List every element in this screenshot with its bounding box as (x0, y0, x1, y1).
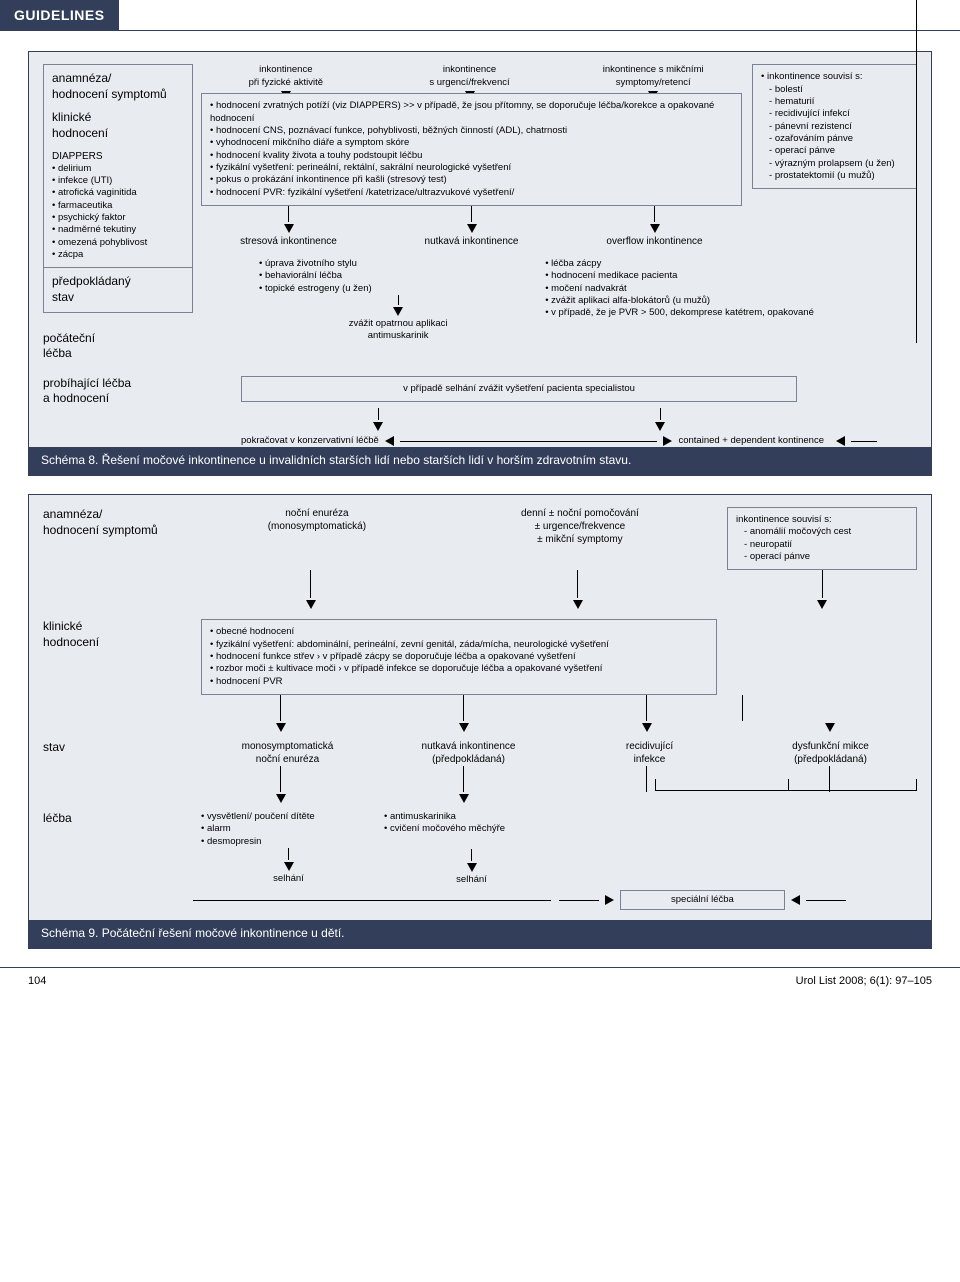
arrow-down-icon (459, 723, 469, 732)
s8-state2: nutkavá inkontinence (384, 235, 559, 248)
arrow-down-icon (825, 723, 835, 732)
s8-top2: inkontinence s urgencí/frekvencí (385, 64, 555, 89)
s9-r3-c4: dysfunkční mikce (předpokládaná) (744, 740, 917, 766)
arrow-down-icon (650, 224, 660, 233)
arrow-left-icon (385, 436, 394, 446)
arrow-right-icon (605, 895, 614, 905)
arrow-down-icon (467, 863, 477, 872)
page-number: 104 (28, 974, 46, 988)
arrow-down-icon (459, 794, 469, 803)
arrow-down-icon (655, 422, 665, 431)
s8-ongoing-label: probíhající léčba a hodnocení (43, 376, 193, 407)
page-header-tab: GUIDELINES (0, 0, 119, 30)
s8-ongoing-mid: v případě selhání zvážit vyšetření pacie… (241, 376, 797, 402)
s9-r4-l: léčba (43, 811, 193, 827)
s9-fail2: selhání (384, 874, 559, 886)
s9-r2-box: obecné hodnocení fyzikální vyšetření: ab… (201, 619, 717, 695)
s8-bl: pokračovat v konzervativní léčbě (241, 435, 379, 447)
arrow-down-icon (276, 723, 286, 732)
s8-state1: stresová inkontinence (201, 235, 376, 248)
arrow-down-icon (373, 422, 383, 431)
s8-initleft2: zvážit opatrnou aplikaci antimuskarinik (259, 318, 537, 343)
schema8-caption: Schéma 8. Řešení močové inkontinence u i… (29, 447, 931, 475)
s9-r3-c2: nutkavá inkontinence (předpokládaná) (382, 740, 555, 766)
s9-r2-l: klinické hodnocení (43, 619, 193, 650)
arrow-down-icon (284, 224, 294, 233)
s8-br: contained + dependent kontinence (678, 435, 824, 447)
predpo-label: předpokládaný stav (52, 274, 184, 305)
s8-right-connector (887, 0, 917, 343)
s9-r1-c2: denní ± noční pomočování ± urgence/frekv… (441, 507, 719, 546)
s9-r4-c1: vysvětlení/ poučení dítěte alarm desmopr… (201, 811, 376, 848)
s9-r1-l: anamnéza/ hodnocení symptomů (43, 507, 193, 538)
arrow-left-icon (791, 895, 800, 905)
arrow-down-icon (393, 307, 403, 316)
diappers-list: delirium infekce (UTI) atrofická vaginit… (52, 163, 184, 262)
s8-init-right: léčba zácpy hodnocení medikace pacienta … (545, 258, 879, 320)
diappers-title: DIAPPERS (52, 150, 184, 163)
schema8-left-box: anamnéza/ hodnocení symptomů klinické ho… (43, 64, 193, 312)
arrow-right-icon (663, 436, 672, 446)
s8-init-left: úprava životního stylu behaviorální léčb… (259, 258, 537, 295)
arrow-down-icon (306, 600, 316, 609)
arrow-down-icon (817, 600, 827, 609)
arrow-down-icon (467, 224, 477, 233)
pocat-label: počáteční léčba (43, 331, 193, 362)
page-citation: Urol List 2008; 6(1): 97–105 (796, 974, 932, 988)
schema9-panel: anamnéza/ hodnocení symptomů noční enuré… (28, 494, 932, 949)
s8-clinical-box: hodnocení zvratných potíží (viz DIAPPERS… (201, 93, 742, 206)
schema9-caption: Schéma 9. Počáteční řešení močové inkont… (29, 920, 931, 948)
arrow-left-icon (836, 436, 845, 446)
arrow-down-icon (284, 862, 294, 871)
s9-r3-c3: recidivující infekce (563, 740, 736, 766)
s9-fail1: selhání (201, 873, 376, 885)
s9-special: speciální léčba (620, 890, 785, 910)
arrow-down-icon (276, 794, 286, 803)
s9-r1-c1: noční enuréza (monosymptomatická) (201, 507, 433, 533)
s9-r3-l: stav (43, 740, 193, 756)
page-footer: 104 Urol List 2008; 6(1): 97–105 (0, 967, 960, 1006)
klinicke-label: klinické hodnocení (52, 110, 184, 141)
arrow-down-icon (573, 600, 583, 609)
s8-state3: overflow inkontinence (567, 235, 742, 248)
s8-top3: inkontinence s mikčními symptomy/retencí (568, 64, 738, 89)
arrow-down-icon (642, 723, 652, 732)
header-rule (0, 30, 960, 31)
schema8-panel: anamnéza/ hodnocení symptomů klinické ho… (28, 51, 932, 476)
anamneza-label: anamnéza/ hodnocení symptomů (52, 71, 184, 102)
s9-r3-c1: monosymptomatická noční enuréza (201, 740, 374, 766)
s9-r4-c2: antimuskarinika cvičení močového měchýře (384, 811, 559, 836)
s9-r1-right: inkontinence souvisí s: anomálií močovýc… (727, 507, 917, 570)
s8-top1: inkontinence při fyzické aktivitě (201, 64, 371, 89)
